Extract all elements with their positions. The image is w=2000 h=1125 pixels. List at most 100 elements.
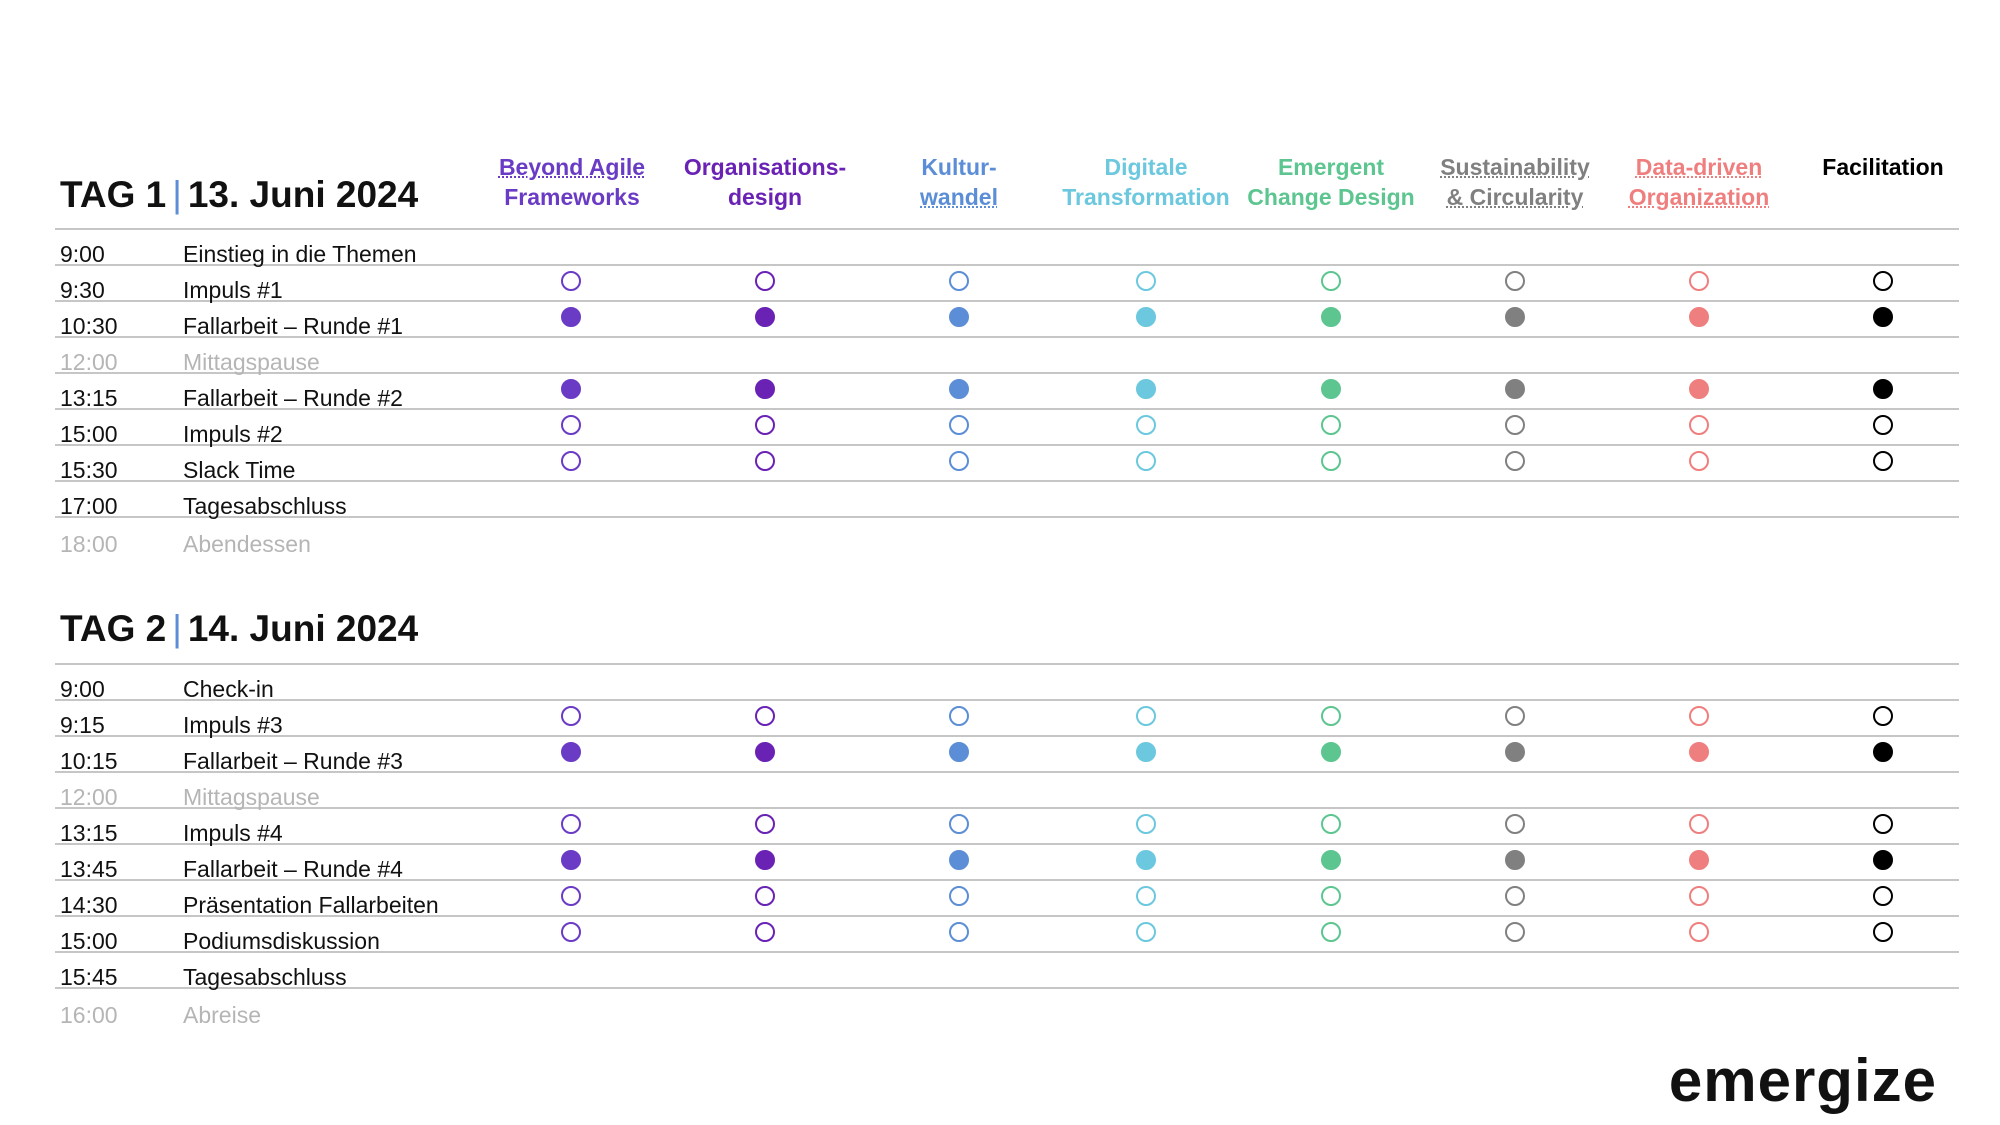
filled-circle-icon [1689,850,1709,870]
open-circle-icon [1136,922,1156,942]
row-time: 17:00 [60,493,118,519]
track-header-digitale-transformation: Digitale Transformation [1051,152,1241,212]
row-time: 9:00 [60,241,105,267]
open-circle-icon [1136,271,1156,291]
schedule-row: 15:30 Slack Time [55,446,1959,483]
row-label: Mittagspause [183,784,320,810]
schedule-row: 10:30 Fallarbeit – Runde #1 [55,302,1959,339]
filled-circle-icon [1689,307,1709,327]
open-circle-icon [1321,922,1341,942]
open-circle-icon [755,415,775,435]
row-time: 10:15 [60,748,118,774]
open-circle-icon [1136,706,1156,726]
open-circle-icon [1873,415,1893,435]
row-label: Einstieg in die Themen [183,241,417,267]
row-label: Tagesabschluss [183,964,347,990]
day1-schedule: 9:00 Einstieg in die Themen 9:30 Impuls #1 1… [55,228,1959,557]
schedule-row: 9:30 Impuls #1 [55,266,1959,303]
row-label: Impuls #1 [183,277,283,303]
day2-title: TAG 2 | 14. Juni 2024 [60,608,418,650]
row-label: Fallarbeit – Runde #2 [183,385,403,411]
open-circle-icon [561,886,581,906]
filled-circle-icon [949,742,969,762]
open-circle-icon [755,271,775,291]
open-circle-icon [1321,706,1341,726]
filled-circle-icon [561,307,581,327]
track-line2: & Circularity [1446,184,1584,210]
filled-circle-icon [1873,307,1893,327]
row-time: 9:30 [60,277,105,303]
open-circle-icon [561,922,581,942]
track-line1: Beyond Agile [498,154,646,180]
open-circle-icon [1505,886,1525,906]
filled-circle-icon [1689,742,1709,762]
row-label: Tagesabschluss [183,493,347,519]
track-header-organisationsdesign: Organisations- design [670,152,860,212]
open-circle-icon [561,814,581,834]
filled-circle-icon [949,850,969,870]
open-circle-icon [949,451,969,471]
row-time: 10:30 [60,313,118,339]
open-circle-icon [949,886,969,906]
track-line2: wandel [920,184,998,210]
day1-date: 13. Juni 2024 [187,174,419,215]
track-line1: Sustainability [1440,154,1590,180]
open-circle-icon [1505,922,1525,942]
open-circle-icon [949,706,969,726]
open-circle-icon [1873,271,1893,291]
filled-circle-icon [1505,850,1525,870]
schedule-row: 16:00 Abreise [55,989,1959,1028]
filled-circle-icon [561,742,581,762]
track-line2: Frameworks [504,184,640,210]
open-circle-icon [1689,886,1709,906]
filled-circle-icon [1873,850,1893,870]
open-circle-icon [561,706,581,726]
filled-circle-icon [755,307,775,327]
open-circle-icon [755,706,775,726]
track-header-facilitation: Facilitation [1788,152,1978,182]
day1-separator: | [172,174,182,215]
day1-label: TAG 1 [60,174,167,215]
open-circle-icon [1689,271,1709,291]
schedule-row: 9:15 Impuls #3 [55,701,1959,738]
schedule-row: 9:00 Einstieg in die Themen [55,230,1959,267]
track-line2: Transformation [1062,184,1230,210]
filled-circle-icon [1505,379,1525,399]
divider [55,228,1959,230]
track-line1: Data-driven [1635,154,1763,180]
open-circle-icon [1873,706,1893,726]
filled-circle-icon [1136,850,1156,870]
open-circle-icon [1505,706,1525,726]
open-circle-icon [561,415,581,435]
row-time: 13:15 [60,820,118,846]
row-time: 15:30 [60,457,118,483]
open-circle-icon [1136,814,1156,834]
row-label: Fallarbeit – Runde #1 [183,313,403,339]
row-time: 9:15 [60,712,105,738]
open-circle-icon [1689,415,1709,435]
track-header-emergent-change: Emergent Change Design [1236,152,1426,212]
row-time: 12:00 [60,784,118,810]
open-circle-icon [1136,886,1156,906]
open-circle-icon [1136,415,1156,435]
filled-circle-icon [755,742,775,762]
open-circle-icon [755,886,775,906]
day1-title: TAG 1 | 13. Juni 2024 [60,174,418,216]
filled-circle-icon [1321,379,1341,399]
schedule-row: 13:15 Fallarbeit – Runde #2 [55,374,1959,411]
row-time: 13:15 [60,385,118,411]
filled-circle-icon [1321,307,1341,327]
open-circle-icon [949,415,969,435]
schedule-row: 12:00 Mittagspause [55,773,1959,810]
open-circle-icon [1505,814,1525,834]
day2-date: 14. Juni 2024 [187,608,419,649]
open-circle-icon [949,922,969,942]
track-header-sustainability: Sustainability & Circularity [1420,152,1610,212]
row-label: Präsentation Fallarbeiten [183,892,439,918]
filled-circle-icon [755,850,775,870]
schedule-row: 17:00 Tagesabschluss [55,482,1959,519]
open-circle-icon [1689,922,1709,942]
filled-circle-icon [1873,379,1893,399]
open-circle-icon [561,451,581,471]
row-time: 15:45 [60,964,118,990]
